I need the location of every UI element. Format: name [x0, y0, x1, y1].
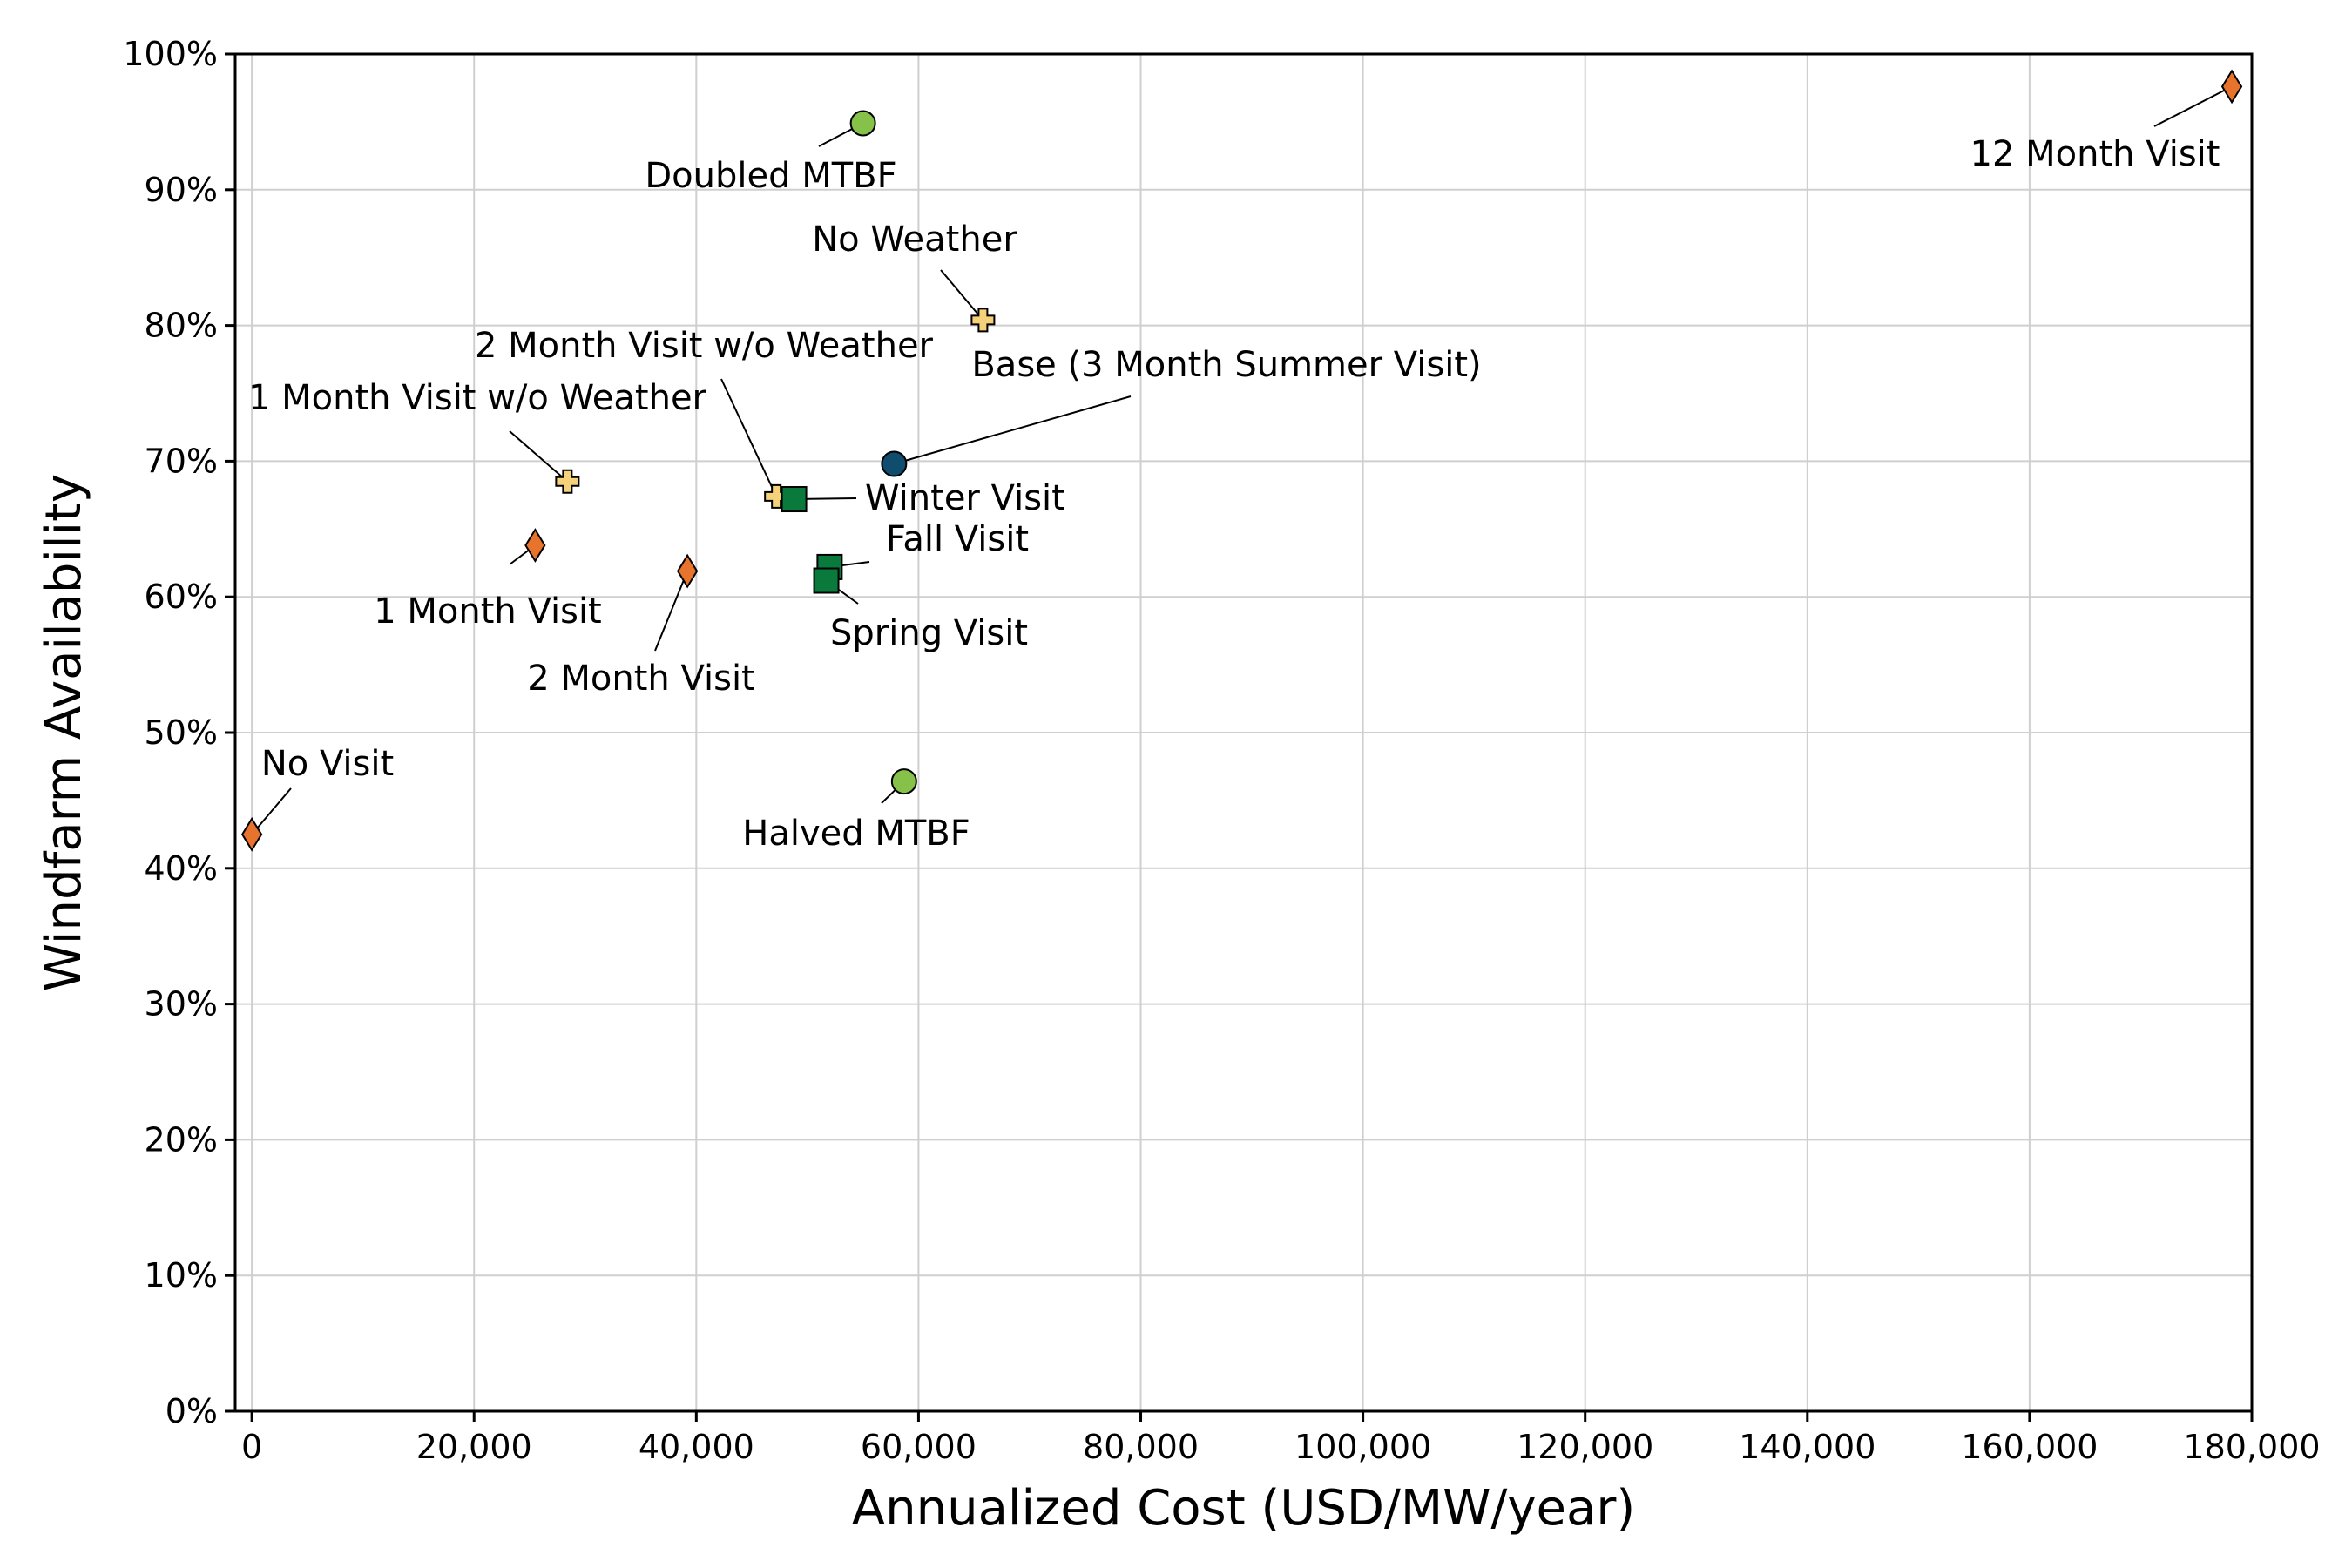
data-point-halved-mtbf [890, 768, 917, 795]
annotation-1-month-visit: 1 Month Visit [374, 591, 601, 632]
data-point-doubled-mtbf [849, 110, 876, 137]
data-point-spring-visit [813, 567, 840, 594]
data-point-12-month-visit [2220, 69, 2243, 105]
y-axis-label: Windfarm Availability [36, 474, 92, 991]
annotation-fall-visit: Fall Visit [886, 519, 1029, 559]
x-tick-label: 100,000 [1294, 1428, 1431, 1466]
grid-lines [235, 53, 2253, 1412]
y-tick-label: 50% [145, 713, 218, 752]
leader-line-1-month-visit-w-o-weather [509, 430, 569, 483]
y-tick-label: 80% [145, 307, 218, 345]
annotation-no-visit: No Visit [261, 744, 394, 784]
data-point-1-month-visit [524, 528, 546, 563]
x-tick-label: 160,000 [1961, 1428, 2098, 1466]
data-point-no-weather [970, 308, 996, 333]
y-tick-label: 100% [123, 35, 218, 73]
y-tick-label: 0% [166, 1392, 218, 1430]
leader-line-base-3-month-summer-visit [894, 395, 1132, 465]
point-annotations: 12 Month Visit No Visit 1 Month Visit 2 Mon… [248, 134, 2220, 854]
annotation-12-month-visit: 12 Month Visit [1970, 134, 2220, 174]
x-tick-label: 40,000 [639, 1428, 754, 1466]
annotation-2-month-visit-w-o-weather: 2 Month Visit w/o Weather [475, 326, 934, 366]
annotation-doubled-mtbf: Doubled MTBF [645, 156, 896, 196]
y-tick-label: 30% [145, 985, 218, 1024]
data-point-2-month-visit-w-o-weather [764, 483, 789, 509]
annotation-spring-visit: Spring Visit [830, 613, 1028, 653]
data-points [240, 69, 2243, 852]
annotation-no-weather: No Weather [812, 220, 1017, 260]
data-point-2-month-visit [676, 553, 699, 589]
leader-line-2-month-visit [654, 571, 689, 652]
plot-frame [233, 52, 2254, 1413]
leader-line-no-weather [940, 269, 984, 321]
leader-line-12-month-visit [2153, 85, 2233, 127]
data-point-no-visit [240, 816, 263, 852]
x-tick-label: 0 [241, 1428, 262, 1466]
x-tick-label: 180,000 [2183, 1428, 2320, 1466]
x-tick-label: 60,000 [861, 1428, 977, 1466]
x-tick-label: 140,000 [1739, 1428, 1876, 1466]
x-axis-label: Annualized Cost (USD/MW/year) [852, 1480, 1635, 1537]
annotation-2-month-visit: 2 Month Visit [527, 659, 754, 699]
data-point-winter-visit [781, 486, 808, 513]
annotation-base-3-month-summer-visit: Base (3 Month Summer Visit) [971, 345, 1481, 385]
y-tick-label: 90% [145, 171, 218, 209]
y-tick-label: 60% [145, 578, 218, 616]
y-tick-label: 20% [145, 1120, 218, 1159]
leader-line-no-visit [251, 787, 292, 835]
x-tick-label: 120,000 [1517, 1428, 1653, 1466]
x-tick-label: 20,000 [416, 1428, 532, 1466]
data-point-1-month-visit-w-o-weather [555, 469, 580, 494]
x-axis-ticks: 0 20,000 40,000 60,000 80,000 100,000 120,000 1… [241, 1411, 2321, 1466]
annotation-1-month-visit-w-o-weather: 1 Month Visit w/o Weather [248, 378, 707, 418]
leader-line-2-month-visit-w-o-weather [720, 378, 778, 497]
y-axis-ticks: 0% 10% 20% 30% 40% 50% 60% 70% 80% 90% 100% [123, 35, 235, 1430]
y-tick-label: 70% [145, 442, 218, 480]
y-tick-label: 10% [145, 1256, 218, 1294]
annotation-leader-lines [251, 85, 2233, 835]
y-tick-label: 40% [145, 849, 218, 888]
annotation-winter-visit: Winter Visit [865, 478, 1065, 518]
data-point-base-3-month-summer-visit [881, 450, 908, 477]
x-tick-label: 80,000 [1083, 1428, 1199, 1466]
annotation-halved-mtbf: Halved MTBF [742, 814, 970, 854]
